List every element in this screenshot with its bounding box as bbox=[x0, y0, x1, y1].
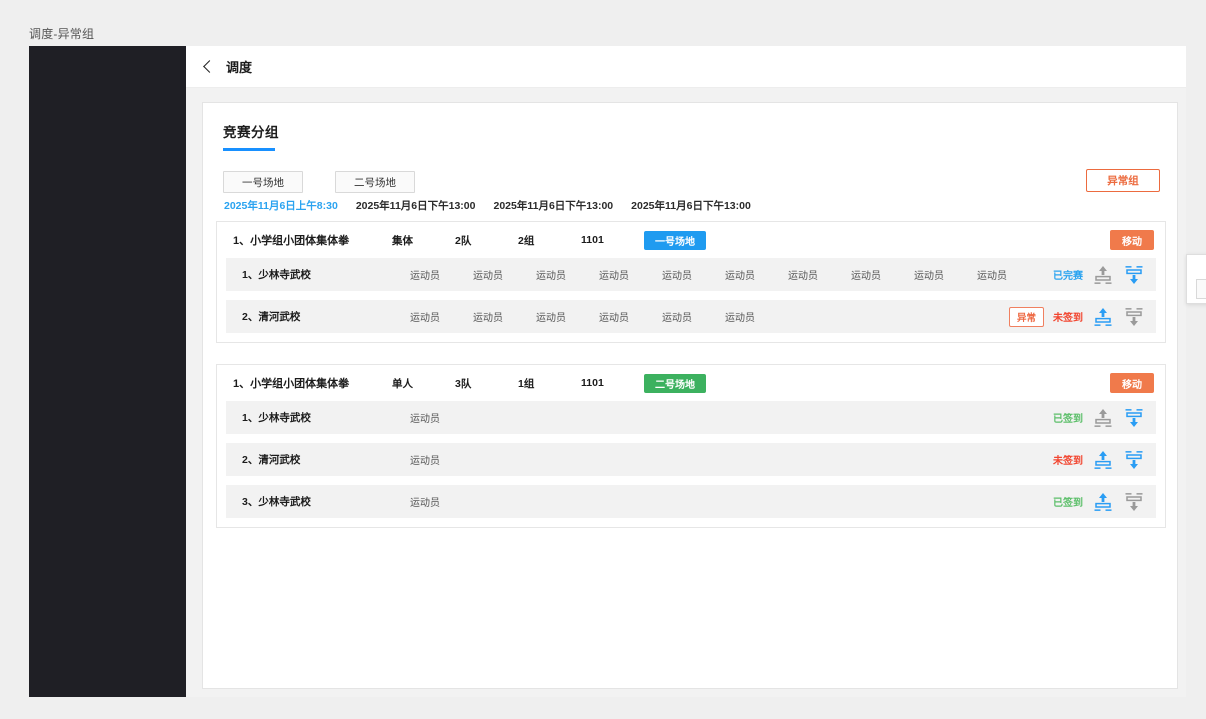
move-up-icon[interactable] bbox=[1092, 491, 1114, 513]
venue-badge: 二号场地 bbox=[644, 373, 706, 393]
group-code: 1101 bbox=[581, 234, 604, 246]
athlete-item: 运动员 bbox=[977, 271, 1007, 282]
status-badge: 已签到 bbox=[1053, 498, 1083, 509]
move-to-label: 移动到 bbox=[1187, 260, 1206, 275]
team-name: 1、少林寺武校 bbox=[242, 269, 311, 281]
athlete-list: 运动员 bbox=[410, 410, 473, 425]
group-card: 1、小学组小团体集体拳 单人 3队 1组 1101 二号场地 移动 1、少林寺武校 运动员 已签到… bbox=[216, 364, 1166, 528]
group-card: 1、小学组小团体集体拳 集体 2队 2组 1101 一号场地 移动 1、少林寺武校 运动员 运动员… bbox=[216, 221, 1166, 343]
move-up-icon[interactable] bbox=[1092, 449, 1114, 471]
team-row: 2、清河武校 运动员 未签到 bbox=[226, 443, 1156, 476]
group-teams-count: 3队 bbox=[455, 377, 472, 390]
athlete-item: 运动员 bbox=[662, 271, 692, 282]
athlete-item: 运动员 bbox=[914, 271, 944, 282]
team-row: 1、少林寺武校 运动员 已签到 bbox=[226, 401, 1156, 434]
move-down-icon[interactable] bbox=[1123, 407, 1145, 429]
athlete-list: 运动员 运动员 运动员 运动员 运动员 运动员 运动员 运动员 运动员 运动员 bbox=[410, 267, 1040, 282]
venue-tab-2[interactable]: 二号场地 bbox=[335, 171, 415, 193]
move-button[interactable]: 移动 bbox=[1110, 230, 1154, 250]
athlete-item: 运动员 bbox=[410, 271, 440, 282]
group-teams-count: 2队 bbox=[455, 234, 472, 247]
date-filter-2[interactable]: 2025年11月6日下午13:00 bbox=[355, 200, 476, 212]
group-name: 1、小学组小团体集体拳 bbox=[233, 378, 350, 390]
athlete-item: 运动员 bbox=[410, 498, 440, 509]
group-name: 1、小学组小团体集体拳 bbox=[233, 235, 350, 247]
group-number: 2组 bbox=[518, 234, 535, 247]
status-badge: 已签到 bbox=[1053, 414, 1083, 425]
athlete-item: 运动员 bbox=[851, 271, 881, 282]
team-row: 3、少林寺武校 运动员 已签到 bbox=[226, 485, 1156, 518]
athlete-item: 运动员 bbox=[473, 313, 503, 324]
team-name: 3、少林寺武校 bbox=[242, 496, 311, 508]
breadcrumb: 调度-异常组 bbox=[29, 27, 95, 41]
venue-tab-1[interactable]: 一号场地 bbox=[223, 171, 303, 193]
row-actions: 已完赛 bbox=[1053, 258, 1145, 291]
move-to-option-venue2[interactable]: 二号场地 bbox=[1195, 279, 1206, 299]
main-content-card: 竞赛分组 一号场地 二号场地 异常组 2025年11月6日上午8:30 2025年1… bbox=[202, 102, 1178, 689]
group-header: 1、小学组小团体集体拳 单人 3队 1组 1101 二号场地 移动 bbox=[217, 365, 1165, 401]
status-badge: 已完赛 bbox=[1053, 271, 1083, 282]
athlete-item: 运动员 bbox=[410, 414, 440, 425]
group-type: 单人 bbox=[392, 377, 413, 390]
row-actions: 已签到 bbox=[1053, 401, 1145, 434]
row-actions: 异常 未签到 bbox=[1008, 300, 1145, 333]
athlete-item: 运动员 bbox=[599, 313, 629, 324]
left-dark-panel bbox=[29, 46, 186, 697]
athlete-item: 运动员 bbox=[599, 271, 629, 282]
move-to-dropdown: 移动到 二号场地 bbox=[1186, 254, 1206, 304]
move-down-icon[interactable] bbox=[1123, 264, 1145, 286]
group-code: 1101 bbox=[581, 377, 604, 389]
move-down-icon[interactable] bbox=[1123, 306, 1145, 328]
row-actions: 已签到 bbox=[1053, 485, 1145, 518]
app-window: 调度 竞赛分组 一号场地 二号场地 异常组 2025年11月6日上午8:30 202… bbox=[186, 46, 1206, 697]
athlete-item: 运动员 bbox=[410, 313, 440, 324]
group-number: 1组 bbox=[518, 377, 535, 390]
top-bar: 调度 bbox=[186, 46, 1186, 88]
athlete-item: 运动员 bbox=[725, 313, 755, 324]
status-badge: 未签到 bbox=[1053, 313, 1083, 324]
abnormal-tag[interactable]: 异常 bbox=[1008, 306, 1044, 327]
abnormal-group-button[interactable]: 异常组 bbox=[1086, 169, 1160, 192]
athlete-list: 运动员 bbox=[410, 452, 473, 467]
move-up-icon[interactable] bbox=[1092, 264, 1114, 286]
move-down-icon[interactable] bbox=[1123, 491, 1145, 513]
team-name: 1、少林寺武校 bbox=[242, 412, 311, 424]
status-badge: 未签到 bbox=[1053, 456, 1083, 467]
section-title: 竞赛分组 bbox=[223, 125, 279, 140]
date-filter-list: 2025年11月6日上午8:30 2025年11月6日下午13:00 2025年11… bbox=[215, 195, 760, 216]
athlete-list: 运动员 bbox=[410, 494, 473, 509]
row-actions: 未签到 bbox=[1053, 443, 1145, 476]
athlete-item: 运动员 bbox=[410, 456, 440, 467]
section-header: 竞赛分组 bbox=[223, 121, 279, 151]
date-filter-1[interactable]: 2025年11月6日上午8:30 bbox=[224, 200, 338, 212]
athlete-list: 运动员 运动员 运动员 运动员 运动员 运动员 bbox=[410, 309, 788, 324]
athlete-item: 运动员 bbox=[536, 313, 566, 324]
section-underline bbox=[223, 148, 275, 151]
athlete-item: 运动员 bbox=[788, 271, 818, 282]
date-filter-4[interactable]: 2025年11月6日下午13:00 bbox=[631, 200, 751, 212]
move-up-icon[interactable] bbox=[1092, 306, 1114, 328]
team-name: 2、清河武校 bbox=[242, 311, 301, 323]
move-up-icon[interactable] bbox=[1092, 407, 1114, 429]
venue-tab-list: 一号场地 二号场地 bbox=[223, 171, 415, 193]
group-type: 集体 bbox=[392, 234, 413, 247]
back-chevron-icon[interactable] bbox=[200, 59, 216, 75]
group-card-list: 1、小学组小团体集体拳 集体 2队 2组 1101 一号场地 移动 1、少林寺武校 运动员 运动员… bbox=[216, 221, 1166, 549]
move-down-icon[interactable] bbox=[1123, 449, 1145, 471]
move-button[interactable]: 移动 bbox=[1110, 373, 1154, 393]
page-title: 调度 bbox=[226, 60, 253, 75]
athlete-item: 运动员 bbox=[725, 271, 755, 282]
date-filter-3[interactable]: 2025年11月6日下午13:00 bbox=[493, 200, 614, 212]
venue-badge: 一号场地 bbox=[644, 230, 706, 250]
group-header: 1、小学组小团体集体拳 集体 2队 2组 1101 一号场地 移动 bbox=[217, 222, 1165, 258]
athlete-item: 运动员 bbox=[662, 313, 692, 324]
athlete-item: 运动员 bbox=[536, 271, 566, 282]
team-row: 2、清河武校 运动员 运动员 运动员 运动员 运动员 运动员 异常 未签到 bbox=[226, 300, 1156, 333]
team-name: 2、清河武校 bbox=[242, 454, 301, 466]
team-row: 1、少林寺武校 运动员 运动员 运动员 运动员 运动员 运动员 运动员 运动员 运动员 运动员 已完赛 bbox=[226, 258, 1156, 291]
athlete-item: 运动员 bbox=[473, 271, 503, 282]
